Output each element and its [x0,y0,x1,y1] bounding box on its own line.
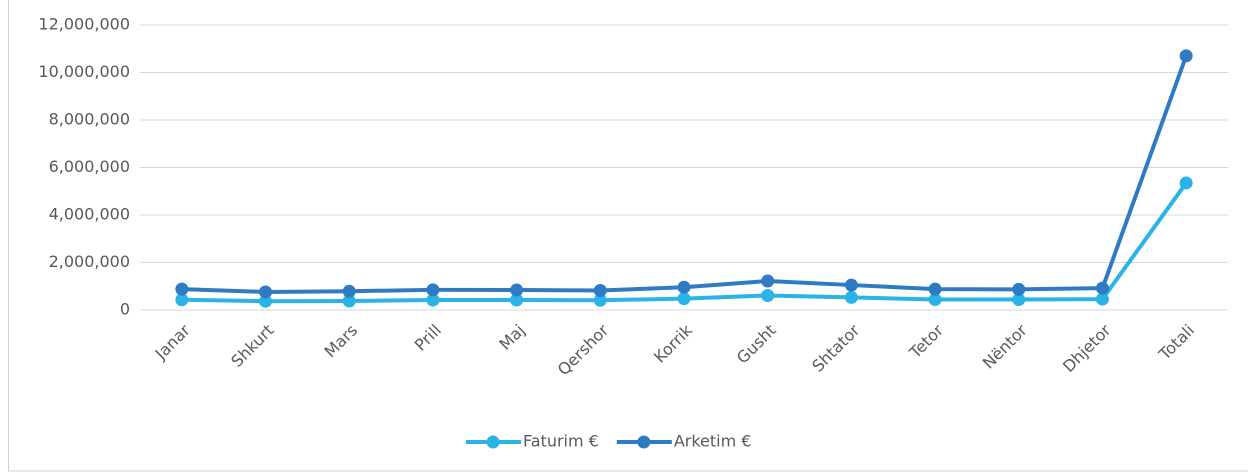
x-tick-label: Nëntor [979,320,1031,372]
data-point [928,293,942,307]
y-tick-label: 0 [120,300,130,319]
chart-border [8,0,1248,472]
x-tick-label: Dhjetor [1059,320,1115,376]
data-point [1095,292,1109,306]
legend-label: Faturim € [523,432,599,451]
data-point [510,293,524,307]
data-point [844,290,858,304]
series-line [181,55,1189,294]
y-tick-label: 8,000,000 [49,110,130,129]
x-tick-label: Gusht [733,321,780,368]
data-point [510,283,524,297]
data-point [761,289,775,303]
x-tick-label: Shkurt [227,321,277,371]
x-tick-label: Qershor [554,320,613,379]
data-point [1179,176,1193,190]
x-tick-label: Mars [321,321,362,362]
legend-marker [637,435,651,449]
data-point [1012,282,1026,296]
x-tick-label: Totali [1154,321,1198,365]
y-tick-label: 4,000,000 [49,205,130,224]
data-point [259,294,273,308]
data-point [844,278,858,292]
x-tick-label: Tetor [905,320,947,362]
y-tick-label: 2,000,000 [49,252,130,271]
data-point [1179,49,1193,63]
data-point [761,274,775,288]
data-point [593,284,607,298]
data-point [426,293,440,307]
x-tick-label: Korrik [650,320,697,367]
data-point [259,285,273,299]
data-point [175,293,189,307]
x-tick-label: Prill [411,321,445,355]
data-point [593,293,607,307]
x-tick-label: Shtator [808,320,863,375]
y-tick-label: 10,000,000 [38,62,130,81]
data-point [342,284,356,298]
data-point [928,282,942,296]
x-tick-label: Janar [151,320,194,363]
data-point [677,292,691,306]
data-point [175,282,189,296]
y-tick-label: 6,000,000 [49,157,130,176]
legend-label: Arketim € [674,432,752,451]
data-point [426,283,440,297]
y-tick-label: 12,000,000 [38,15,130,34]
data-point [1012,293,1026,307]
legend-marker [486,435,500,449]
data-point [1095,281,1109,295]
x-tick-label: Maj [495,321,528,354]
data-point [342,294,356,308]
data-point [677,280,691,294]
